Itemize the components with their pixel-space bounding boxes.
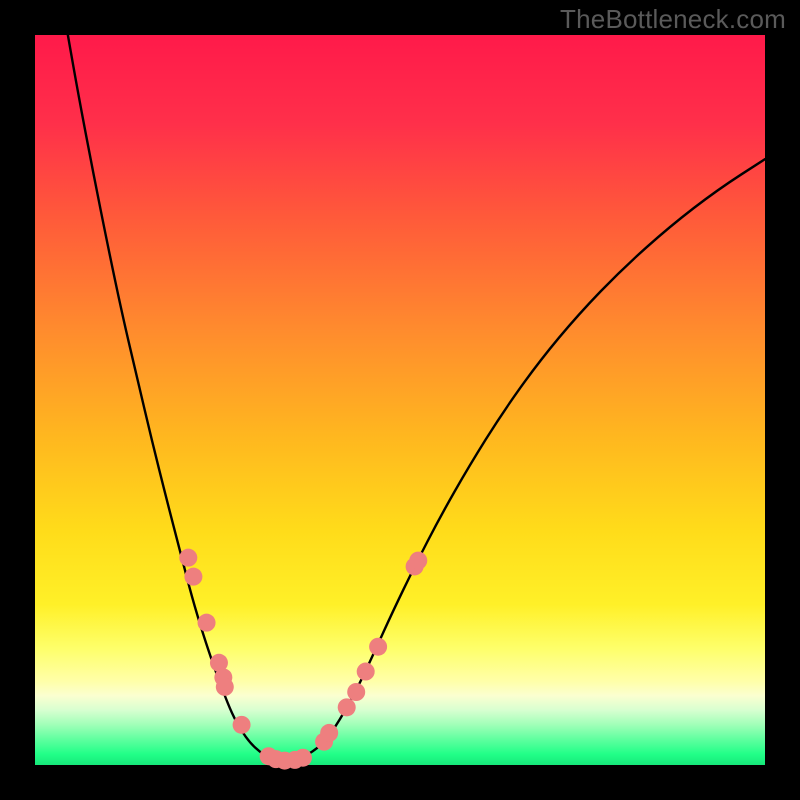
data-marker xyxy=(184,568,202,586)
plot-area xyxy=(35,35,765,765)
data-marker xyxy=(347,683,365,701)
data-marker xyxy=(179,549,197,567)
data-marker xyxy=(294,749,312,767)
data-marker xyxy=(233,716,251,734)
data-marker xyxy=(338,698,356,716)
data-marker xyxy=(320,724,338,742)
data-marker xyxy=(369,638,387,656)
data-marker xyxy=(357,663,375,681)
watermark-text: TheBottleneck.com xyxy=(560,4,786,35)
data-marker xyxy=(216,678,234,696)
chart-frame: TheBottleneck.com xyxy=(0,0,800,800)
bottleneck-chart xyxy=(0,0,800,800)
data-marker xyxy=(198,614,216,632)
data-marker xyxy=(409,552,427,570)
